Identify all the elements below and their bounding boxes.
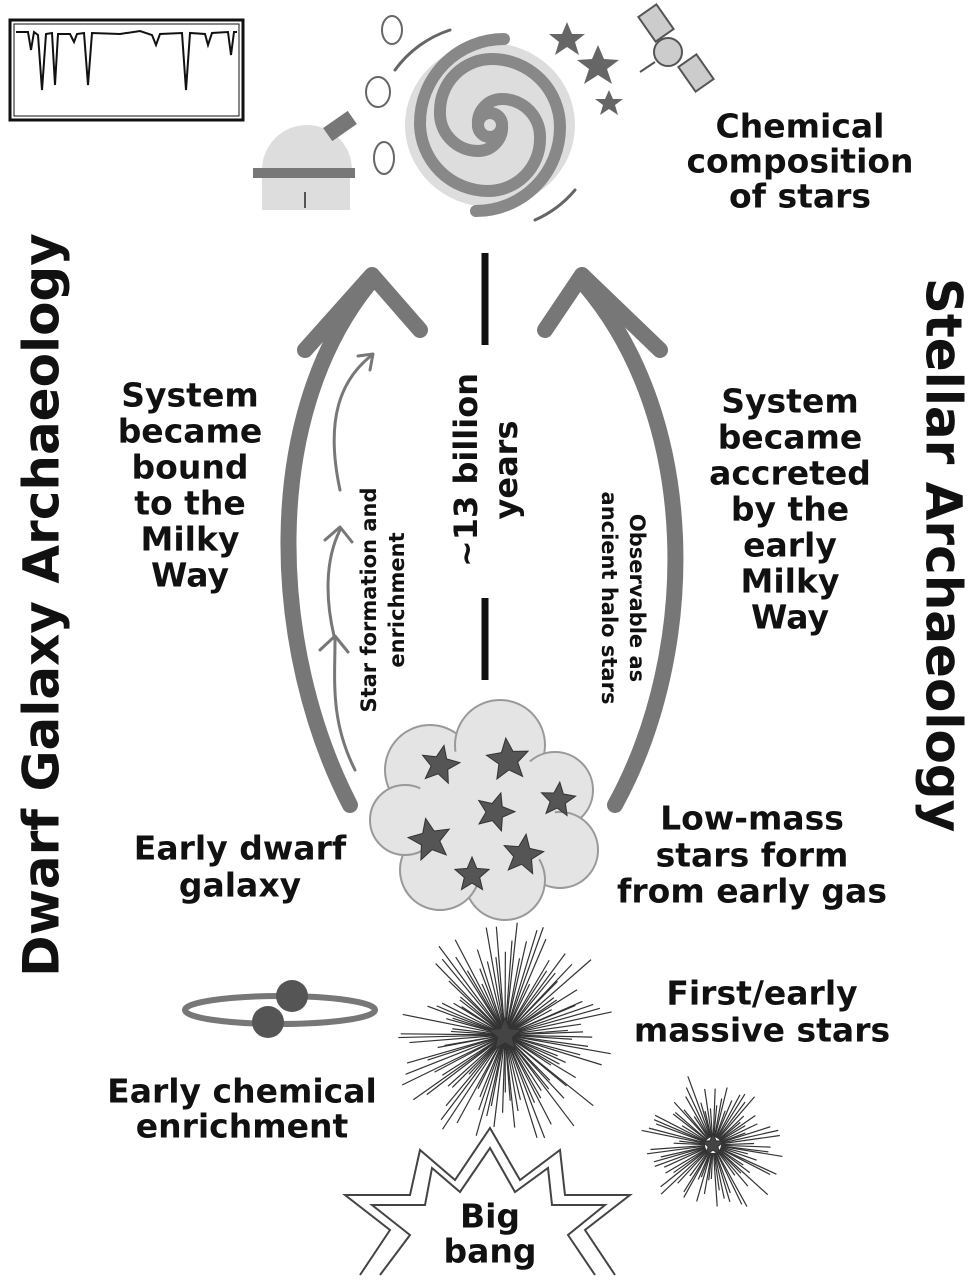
time-label: years bbox=[487, 421, 525, 520]
bound-line: Milky bbox=[141, 520, 240, 559]
bound-label: Systembecameboundto theMilkyWay bbox=[118, 376, 263, 595]
low-mass-label: Low-mass bbox=[660, 799, 844, 838]
enrichment-label: Early chemical bbox=[107, 1072, 377, 1111]
accreted-line: by the bbox=[731, 490, 849, 529]
observatory bbox=[253, 111, 357, 210]
accreted-line: System bbox=[721, 382, 858, 421]
low-mass-label: from early gas bbox=[617, 872, 887, 911]
bound-line: became bbox=[118, 412, 263, 451]
accreted-line: Way bbox=[751, 598, 829, 637]
star-formation-label: enrichment bbox=[385, 532, 409, 667]
burst-ray bbox=[439, 946, 500, 1028]
massive-label: First/early bbox=[666, 974, 857, 1013]
binary-stars bbox=[185, 980, 375, 1038]
bound-line: to the bbox=[134, 484, 246, 523]
big-bang-label: bang bbox=[443, 1232, 536, 1271]
accreted-line: accreted bbox=[709, 454, 871, 493]
corner-title: composition bbox=[686, 142, 913, 181]
dwarf-label: Early dwarf bbox=[134, 829, 347, 868]
big-bang-label: Big bbox=[460, 1197, 520, 1236]
right-title: Stellar Archaeology bbox=[915, 278, 973, 832]
galaxy bbox=[366, 16, 623, 220]
dwarf-label: galaxy bbox=[179, 866, 301, 905]
observable-label: ancient halo stars bbox=[597, 492, 621, 705]
corner-title: Chemical bbox=[716, 107, 885, 146]
accreted-label: Systembecameaccretedby theearlyMilkyWay bbox=[709, 382, 871, 637]
diagram: Chemical composition of stars Dwarf Gala… bbox=[0, 0, 974, 1281]
observable-label: Observable as bbox=[625, 514, 649, 682]
star-formation-label: Star formation and bbox=[357, 487, 381, 712]
accreted-line: early bbox=[743, 526, 837, 565]
corner-title: of stars bbox=[729, 177, 871, 216]
spectrum bbox=[10, 20, 243, 120]
time-label: ~13 billion bbox=[447, 373, 485, 567]
left-title: Dwarf Galaxy Archaeology bbox=[13, 233, 71, 977]
enrichment-label: enrichment bbox=[136, 1107, 349, 1146]
bound-line: bound bbox=[132, 448, 249, 487]
accreted-line: became bbox=[718, 418, 863, 457]
burst-ray bbox=[443, 1042, 501, 1130]
star-bursts bbox=[398, 923, 782, 1207]
accreted-line: Milky bbox=[741, 562, 840, 601]
massive-label: massive stars bbox=[634, 1011, 890, 1050]
satellite bbox=[638, 4, 713, 91]
bound-line: Way bbox=[151, 556, 229, 595]
bound-line: System bbox=[121, 376, 258, 415]
low-mass-label: stars form bbox=[656, 836, 849, 875]
